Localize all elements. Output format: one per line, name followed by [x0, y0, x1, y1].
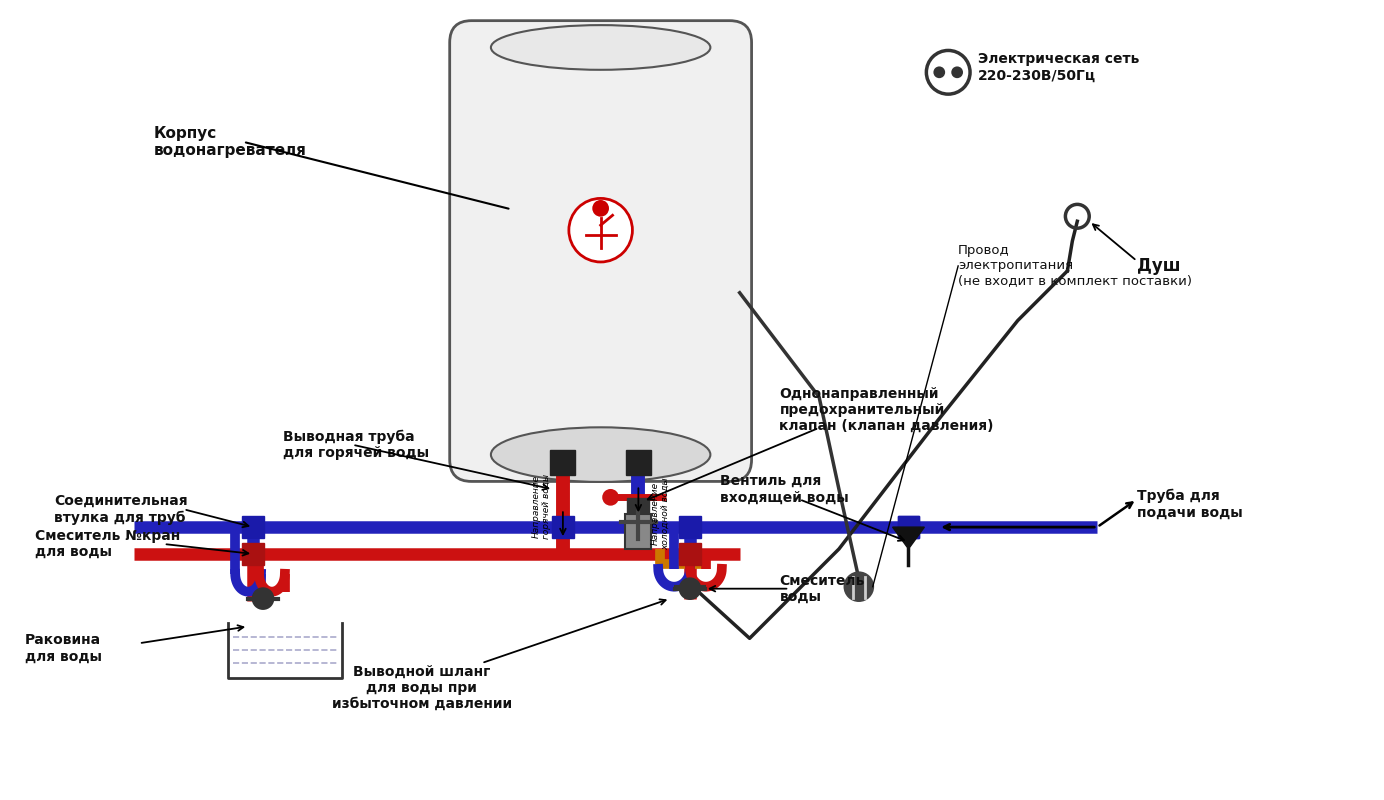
Ellipse shape: [491, 427, 710, 482]
Bar: [626, 514, 652, 549]
Text: Направление
горячей воды: Направление горячей воды: [531, 474, 551, 539]
Text: Раковина
для воды: Раковина для воды: [25, 633, 101, 663]
Text: Провод
электропитания
(не входит в комплект поставки): Провод электропитания (не входит в компл…: [958, 245, 1192, 287]
Text: Смеситель
воды: Смеситель воды: [779, 574, 865, 604]
Circle shape: [594, 202, 608, 215]
Text: Смеситель №кран
для воды: Смеситель №кран для воды: [35, 529, 180, 559]
Bar: [898, 516, 919, 538]
Text: Соединительная
втулка для труб: Соединительная втулка для труб: [54, 494, 188, 525]
Circle shape: [569, 198, 632, 262]
Bar: [898, 516, 919, 538]
Text: Выводной шланг
для воды при
избыточном давлении: Выводной шланг для воды при избыточном д…: [332, 665, 512, 711]
Ellipse shape: [491, 25, 710, 70]
Circle shape: [680, 578, 700, 598]
Bar: [242, 543, 264, 565]
Circle shape: [253, 589, 273, 609]
Bar: [627, 498, 649, 520]
Text: Направление
холодной воды: Направление холодной воды: [650, 477, 670, 550]
Bar: [242, 516, 264, 538]
Text: Вентиль для
входящей воды: Вентиль для входящей воды: [720, 474, 848, 505]
Polygon shape: [893, 527, 925, 549]
Text: Труба для
подачи воды: Труба для подачи воды: [1136, 489, 1243, 519]
Bar: [552, 516, 574, 538]
Text: Выводная труба
для горячей воды: Выводная труба для горячей воды: [282, 430, 429, 460]
Circle shape: [603, 490, 617, 504]
Circle shape: [934, 68, 944, 77]
Text: Душ: Душ: [1136, 257, 1181, 275]
Bar: [680, 543, 700, 565]
FancyBboxPatch shape: [450, 21, 752, 482]
Bar: [680, 516, 700, 538]
Circle shape: [952, 68, 962, 77]
Text: Электрическая сеть
220-230В/50Гц: Электрическая сеть 220-230В/50Гц: [978, 52, 1139, 82]
Bar: [626, 450, 650, 475]
Text: Однонаправленный
предохранительный
клапан (клапан давления): Однонаправленный предохранительный клапа…: [779, 386, 994, 433]
Text: Корпус
водонагревателя: Корпус водонагревателя: [154, 126, 307, 158]
Bar: [551, 450, 576, 475]
Circle shape: [844, 573, 873, 601]
